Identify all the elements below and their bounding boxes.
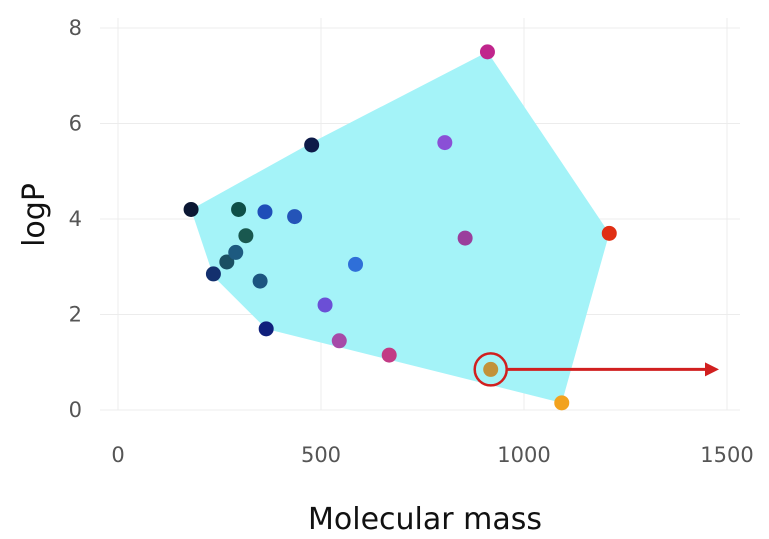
y-tick-label: 6 xyxy=(69,112,82,136)
data-point xyxy=(287,209,303,225)
x-axis-title: Molecular mass xyxy=(308,502,542,537)
x-tick-label: 1500 xyxy=(700,443,753,467)
data-point xyxy=(348,256,364,272)
data-point xyxy=(258,321,274,337)
x-tick-label: 1000 xyxy=(497,443,550,467)
highlight-annotation xyxy=(473,352,719,387)
y-tick-label: 2 xyxy=(69,303,82,327)
y-tick-label: 8 xyxy=(69,16,82,40)
data-point xyxy=(601,225,617,241)
data-point xyxy=(205,266,221,282)
y-tick-label: 4 xyxy=(69,207,82,231)
data-point xyxy=(457,230,473,246)
data-point xyxy=(437,135,453,151)
tick-labels: 0 500 1000 1500 0 2 4 6 8 xyxy=(69,16,754,467)
y-axis-title: logP xyxy=(17,183,52,247)
data-points xyxy=(183,44,617,411)
arrow-head-icon xyxy=(705,362,719,377)
data-point xyxy=(228,244,244,260)
data-point xyxy=(483,361,499,377)
data-point xyxy=(554,395,570,411)
data-point xyxy=(252,273,268,289)
data-point xyxy=(304,137,320,153)
data-point xyxy=(381,347,397,363)
data-point xyxy=(479,44,495,60)
y-tick-label: 0 xyxy=(69,398,82,422)
x-tick-label: 500 xyxy=(301,443,341,467)
data-point xyxy=(331,333,347,349)
data-point xyxy=(257,204,273,220)
x-tick-label: 0 xyxy=(111,443,124,467)
convex-hull-area xyxy=(191,51,610,403)
data-point xyxy=(231,201,247,217)
data-point xyxy=(317,297,333,313)
data-point xyxy=(183,201,199,217)
data-point xyxy=(238,228,254,244)
data-point xyxy=(219,254,235,270)
